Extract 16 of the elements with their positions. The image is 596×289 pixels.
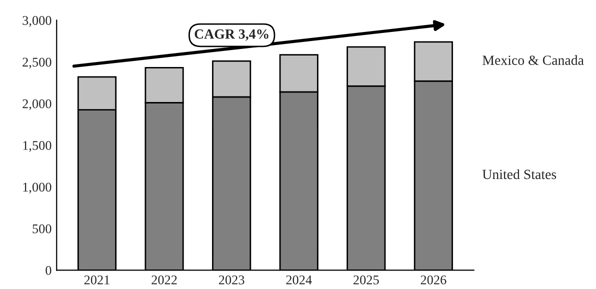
y-tick-label: 3,000 <box>22 16 52 27</box>
y-tick-label: 1,500 <box>23 141 52 152</box>
x-tick-label: 2025 <box>354 275 379 284</box>
y-tick-label: 2,000 <box>22 99 52 110</box>
y-tick-label: 1,000 <box>23 182 52 194</box>
x-tick-label: 2021 <box>84 275 110 284</box>
x-tick-label: 2026 <box>420 275 446 284</box>
y-tick-label: 500 <box>32 224 52 234</box>
text: Mexico & Canada <box>482 55 584 65</box>
text: United States <box>482 169 556 180</box>
y-tick-label: 0 <box>46 266 52 275</box>
x-tick-label: 2022 <box>152 275 177 284</box>
annotation: CAGR 3,4% <box>194 29 268 41</box>
x-tick-label: 2024 <box>286 275 312 284</box>
x-tick-label: 2023 <box>218 275 244 284</box>
y-tick-label: 2,500 <box>22 58 52 68</box>
